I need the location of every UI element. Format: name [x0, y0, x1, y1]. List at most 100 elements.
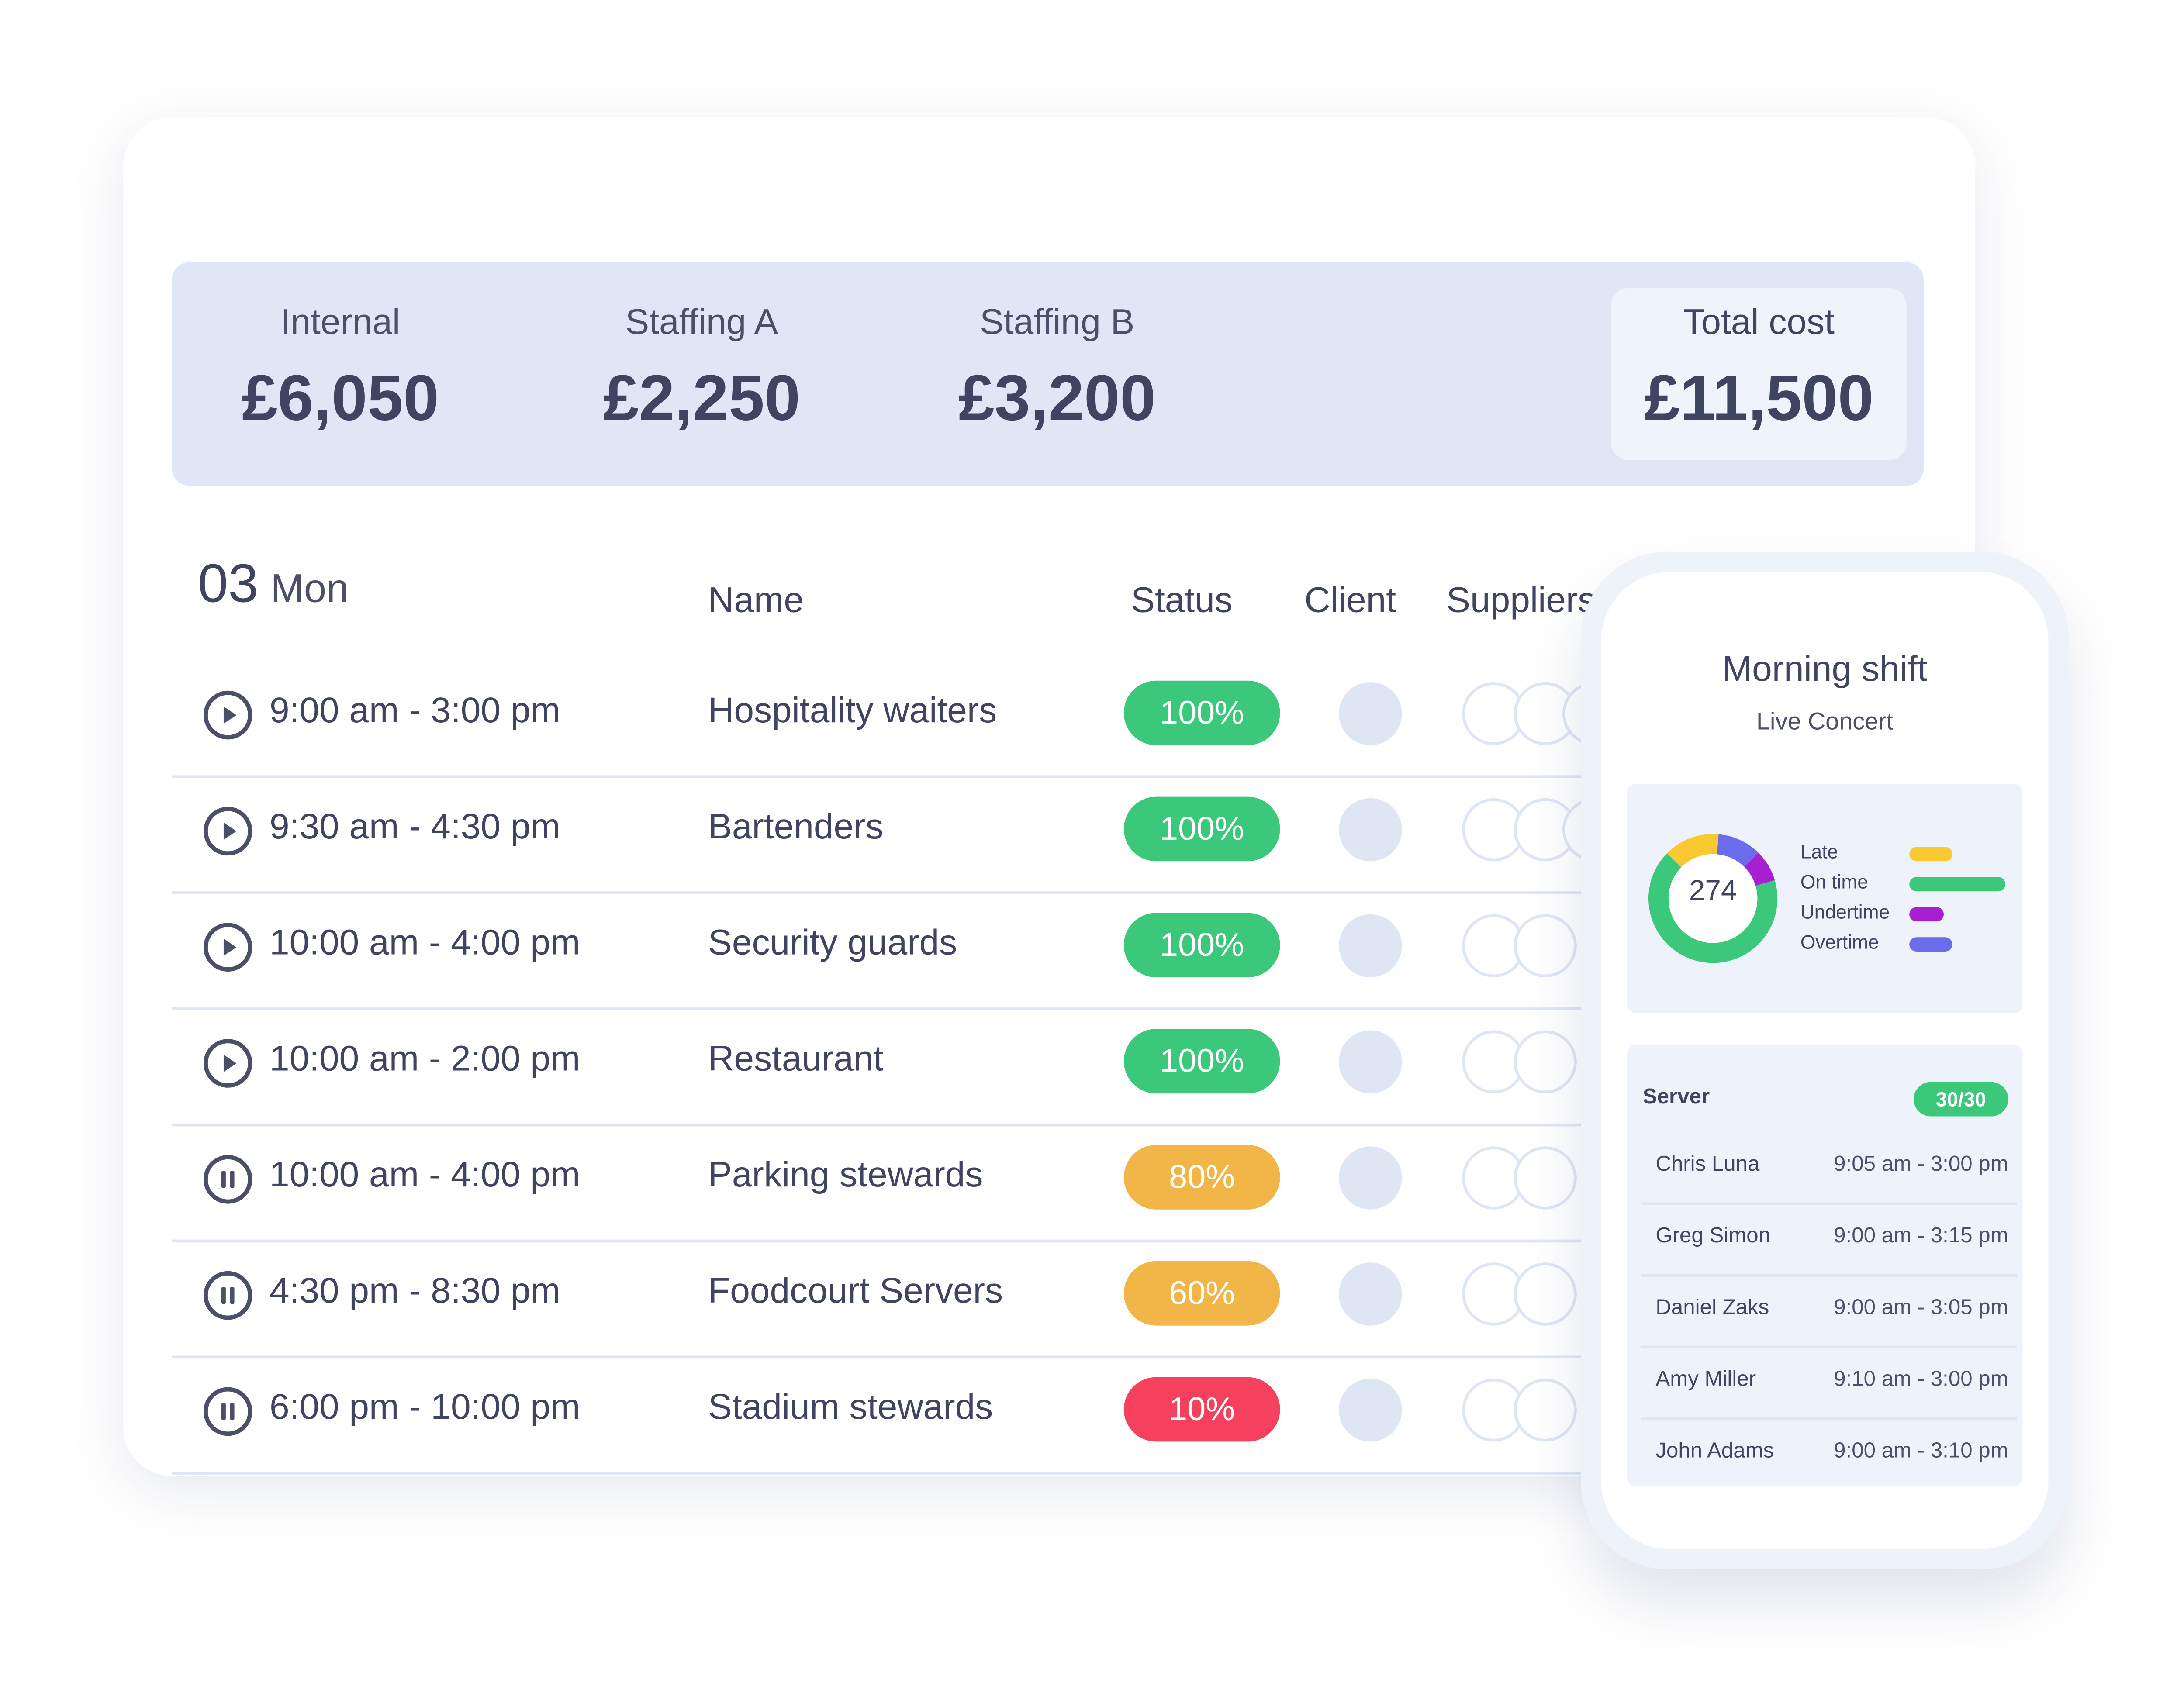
- shift-time: 10:00 am - 4:00 pm: [269, 1155, 581, 1195]
- server-name: Daniel Zaks: [1655, 1295, 1769, 1320]
- shift-list: 9:00 am - 3:00 pm Hospitality waiters 10…: [172, 662, 1626, 1475]
- server-row[interactable]: Amy Miller 9:10 am - 3:00 pm: [1641, 1346, 2017, 1421]
- summary-label: Internal: [280, 302, 401, 343]
- server-row[interactable]: Greg Simon 9:00 am - 3:15 pm: [1641, 1202, 2017, 1277]
- status-badge: 100%: [1123, 680, 1280, 745]
- shift-time: 10:00 am - 4:00 pm: [269, 923, 581, 963]
- attendance-total: 274: [1689, 876, 1737, 907]
- shift-row[interactable]: 10:00 am - 4:00 pm Parking stewards 80%: [172, 1126, 1606, 1243]
- client-avatar[interactable]: [1339, 1030, 1402, 1093]
- shift-row[interactable]: 4:30 pm - 8:30 pm Foodcourt Servers 60%: [172, 1242, 1606, 1359]
- play-icon[interactable]: [204, 923, 252, 972]
- supplier-avatar[interactable]: [1514, 1146, 1577, 1210]
- summary-label: Staffing B: [980, 302, 1135, 343]
- supplier-avatar[interactable]: [1514, 1378, 1577, 1442]
- shift-name: Parking stewards: [708, 1155, 983, 1195]
- total-cost-box: Total cost £11,500: [1611, 288, 1907, 460]
- summary-label: Staffing A: [625, 302, 778, 343]
- shift-name: Security guards: [708, 923, 957, 963]
- total-cost-value: £11,500: [1644, 361, 1874, 434]
- client-avatar[interactable]: [1339, 798, 1402, 862]
- status-badge: 100%: [1123, 913, 1280, 978]
- pause-icon[interactable]: [204, 1155, 252, 1204]
- server-time: 9:10 am - 3:00 pm: [1834, 1367, 2008, 1392]
- shift-name: Foodcourt Servers: [708, 1271, 1003, 1311]
- summary-value: £2,250: [603, 361, 801, 434]
- supplier-avatar[interactable]: [1514, 1030, 1577, 1093]
- shift-name: Bartenders: [708, 807, 884, 847]
- server-row[interactable]: Chris Luna 9:05 am - 3:00 pm: [1641, 1131, 2017, 1205]
- column-header-client[interactable]: Client: [1304, 580, 1396, 621]
- status-badge: 100%: [1123, 796, 1280, 862]
- server-row[interactable]: John Adams 9:00 am - 3:10 pm: [1641, 1417, 2017, 1489]
- shift-row[interactable]: 6:00 pm - 10:00 pm Stadium stewards 10%: [172, 1358, 1606, 1475]
- summary-staffing-a: Staffing A £2,250: [576, 302, 827, 435]
- status-badge: 80%: [1123, 1145, 1280, 1210]
- cost-summary: Internal £6,050 Staffing A £2,250 Staffi…: [172, 262, 1924, 486]
- summary-staffing-b: Staffing B £3,200: [932, 302, 1182, 435]
- server-name: Greg Simon: [1655, 1224, 1771, 1248]
- shift-name: Restaurant: [708, 1039, 884, 1079]
- day-header: 03 Mon: [198, 555, 349, 616]
- server-time: 9:00 am - 3:15 pm: [1834, 1224, 2008, 1248]
- total-cost-label: Total cost: [1683, 302, 1835, 343]
- server-time: 9:00 am - 3:05 pm: [1834, 1295, 2008, 1320]
- client-avatar[interactable]: [1339, 682, 1402, 745]
- shift-time: 9:30 am - 4:30 pm: [269, 807, 560, 847]
- server-row[interactable]: Daniel Zaks 9:00 am - 3:05 pm: [1641, 1274, 2017, 1349]
- attendance-panel: 274 Late On time Undertime Overtime: [1627, 784, 2023, 1014]
- summary-value: £6,050: [242, 361, 439, 434]
- client-avatar[interactable]: [1339, 1146, 1402, 1210]
- shift-time: 4:30 pm - 8:30 pm: [269, 1271, 560, 1311]
- shift-name: Stadium stewards: [708, 1387, 993, 1427]
- day-name: Mon: [270, 566, 349, 611]
- shift-time: 10:00 am - 2:00 pm: [269, 1039, 581, 1079]
- donut-hole: [1668, 854, 1758, 943]
- legend-bar-overtime: [1909, 937, 1952, 952]
- play-icon[interactable]: [204, 1039, 252, 1088]
- column-header-status[interactable]: Status: [1131, 580, 1233, 621]
- shift-time: 9:00 am - 3:00 pm: [269, 690, 560, 731]
- shift-row[interactable]: 10:00 am - 4:00 pm Security guards 100%: [172, 894, 1606, 1010]
- legend-bar-undertime: [1909, 907, 1944, 922]
- shift-time: 6:00 pm - 10:00 pm: [269, 1387, 581, 1427]
- server-time: 9:00 am - 3:10 pm: [1834, 1438, 2008, 1463]
- column-header-name[interactable]: Name: [708, 580, 804, 621]
- client-avatar[interactable]: [1339, 914, 1402, 978]
- server-name: John Adams: [1655, 1438, 1774, 1463]
- legend-label-on-time: On time: [1800, 871, 1868, 893]
- play-icon[interactable]: [204, 690, 252, 740]
- summary-value: £3,200: [958, 361, 1156, 434]
- shift-row[interactable]: 9:30 am - 4:30 pm Bartenders 100%: [172, 778, 1626, 894]
- supplier-avatar[interactable]: [1514, 914, 1577, 978]
- pause-icon[interactable]: [204, 1387, 252, 1436]
- server-name: Amy Miller: [1655, 1367, 1756, 1392]
- server-time: 9:05 am - 3:00 pm: [1834, 1152, 2008, 1177]
- pause-icon[interactable]: [204, 1271, 252, 1320]
- client-avatar[interactable]: [1339, 1262, 1402, 1326]
- phone-mockup: Morning shift Live Concert 274 Late On t…: [1581, 552, 2069, 1569]
- donut-slice-undertime: [1744, 852, 1775, 886]
- play-icon[interactable]: [204, 807, 252, 856]
- summary-internal: Internal £6,050: [215, 302, 466, 435]
- legend-label-late: Late: [1800, 841, 1838, 863]
- legend-label-undertime: Undertime: [1800, 901, 1890, 923]
- supplier-avatar[interactable]: [1514, 1262, 1577, 1326]
- status-badge: 10%: [1123, 1377, 1280, 1442]
- client-avatar[interactable]: [1339, 1378, 1402, 1442]
- shift-title: Morning shift: [1722, 649, 1928, 690]
- column-header-suppliers[interactable]: Suppliers: [1446, 580, 1596, 621]
- day-number: 03: [197, 555, 259, 615]
- server-count-badge: 30/30: [1914, 1082, 2008, 1117]
- status-badge: 60%: [1123, 1261, 1280, 1326]
- donut-slice-overtime: [1716, 834, 1759, 867]
- server-name: Chris Luna: [1655, 1152, 1760, 1177]
- donut-slice-late: [1667, 834, 1719, 868]
- attendance-donut-chart: [1648, 834, 1778, 963]
- supplier-avatar[interactable]: [1462, 1262, 1525, 1326]
- shift-row[interactable]: 9:00 am - 3:00 pm Hospitality waiters 10…: [172, 662, 1626, 778]
- shift-row[interactable]: 10:00 am - 2:00 pm Restaurant 100%: [172, 1010, 1606, 1127]
- server-group-label: Server: [1642, 1085, 1710, 1110]
- status-badge: 100%: [1123, 1029, 1280, 1093]
